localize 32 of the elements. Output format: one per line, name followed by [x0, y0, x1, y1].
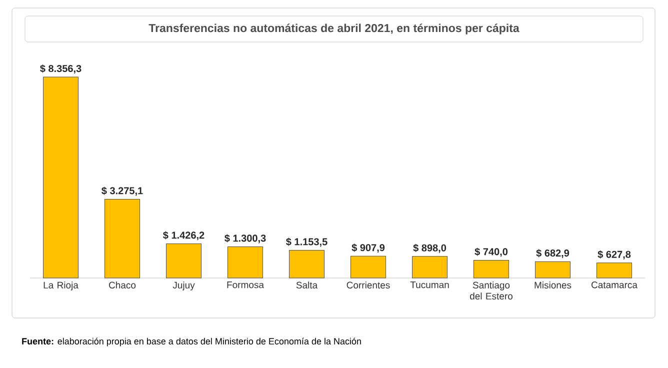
data-label: $ 1.153,5	[286, 238, 328, 247]
x-tick-label: Chaco	[109, 282, 136, 289]
x-tick-label: La Rioja	[44, 282, 78, 290]
bar	[474, 260, 510, 278]
bar	[228, 246, 264, 278]
x-tick-label: Corrientes	[346, 282, 390, 289]
bar	[596, 262, 632, 278]
x-tick-label: Catamarca	[592, 282, 638, 288]
x-tick-label: Jujuy	[172, 282, 195, 290]
x-tick-label: Salta	[296, 282, 318, 289]
data-label: $ 740,0	[474, 248, 508, 257]
data-label: $ 907,9	[352, 244, 385, 253]
bar	[535, 261, 571, 278]
chart-title: Transferencias no automáticas de abril 2021, en términos per cápita	[148, 24, 520, 34]
data-label: $ 627,8	[598, 250, 631, 260]
bar	[43, 76, 79, 278]
bar	[104, 198, 140, 278]
text: Fuente: elaboración propia en base a datos del Ministerio de Economía de la Nación	[22, 338, 361, 346]
x-tick-label: Misiones	[534, 282, 572, 289]
data-label: $ 1.426,2	[163, 231, 204, 240]
x-tick-label: Santiago del Estero	[470, 282, 513, 300]
bar	[412, 256, 448, 278]
bar	[289, 250, 325, 278]
data-label: $ 682,9	[536, 249, 570, 258]
data-label: $ 3.275,1	[102, 186, 143, 196]
x-tick-label: Tucuman	[410, 282, 449, 288]
bar	[166, 243, 202, 278]
data-label: $ 8.356,3	[40, 64, 82, 74]
data-label: $ 1.300,3	[224, 234, 266, 244]
data-label: $ 898,0	[413, 244, 446, 253]
bar	[350, 256, 386, 278]
x-tick-label: Formosa	[227, 282, 264, 288]
